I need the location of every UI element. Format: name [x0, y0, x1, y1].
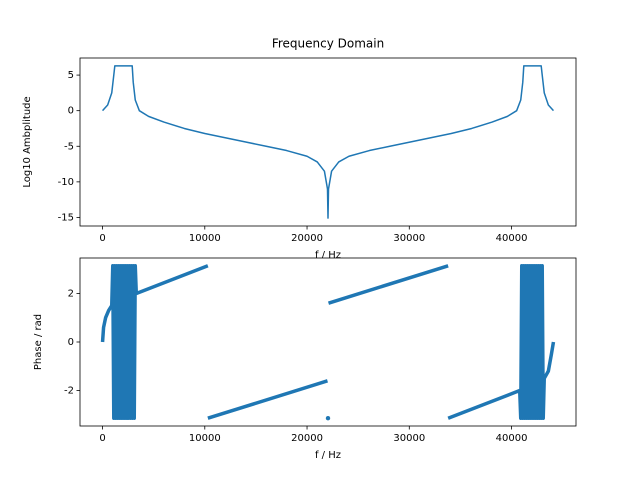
y-axis-label: Phase / rad — [33, 314, 44, 370]
y-tick-label: -15 — [58, 212, 74, 223]
x-axis-label: f / Hz — [315, 250, 341, 261]
data-line — [100, 264, 209, 420]
y-tick-label: 5 — [68, 70, 74, 81]
x-tick-label: 0 — [99, 233, 105, 244]
x-tick-label: 30000 — [393, 233, 425, 244]
x-tick-label: 40000 — [496, 433, 528, 444]
data-line — [207, 379, 329, 420]
axes-frame — [79, 57, 577, 227]
y-tick-label: -5 — [64, 141, 74, 152]
x-tick-label: 40000 — [496, 233, 528, 244]
x-tick-label: 30000 — [393, 433, 425, 444]
data-line — [447, 264, 556, 420]
axes-background — [80, 258, 576, 426]
data-line — [327, 264, 449, 305]
x-axis-label: f / Hz — [315, 450, 341, 461]
y-tick-label: 0 — [68, 337, 74, 348]
data-line — [101, 65, 555, 219]
y-tick-label: -10 — [58, 177, 74, 188]
axes-frame — [79, 257, 577, 427]
x-tick-label: 0 — [99, 433, 105, 444]
chart-title: Frequency Domain — [272, 37, 384, 51]
y-axis-label: Log10 Ambplitude — [22, 96, 33, 187]
y-tick-label: -2 — [64, 386, 74, 397]
x-tick-label: 10000 — [189, 433, 221, 444]
x-tick-label: 20000 — [291, 433, 323, 444]
data-point — [325, 416, 331, 421]
y-tick-label: 2 — [68, 288, 74, 299]
x-tick-label: 20000 — [291, 233, 323, 244]
x-tick-label: 10000 — [189, 233, 221, 244]
y-tick-label: 0 — [68, 106, 74, 117]
